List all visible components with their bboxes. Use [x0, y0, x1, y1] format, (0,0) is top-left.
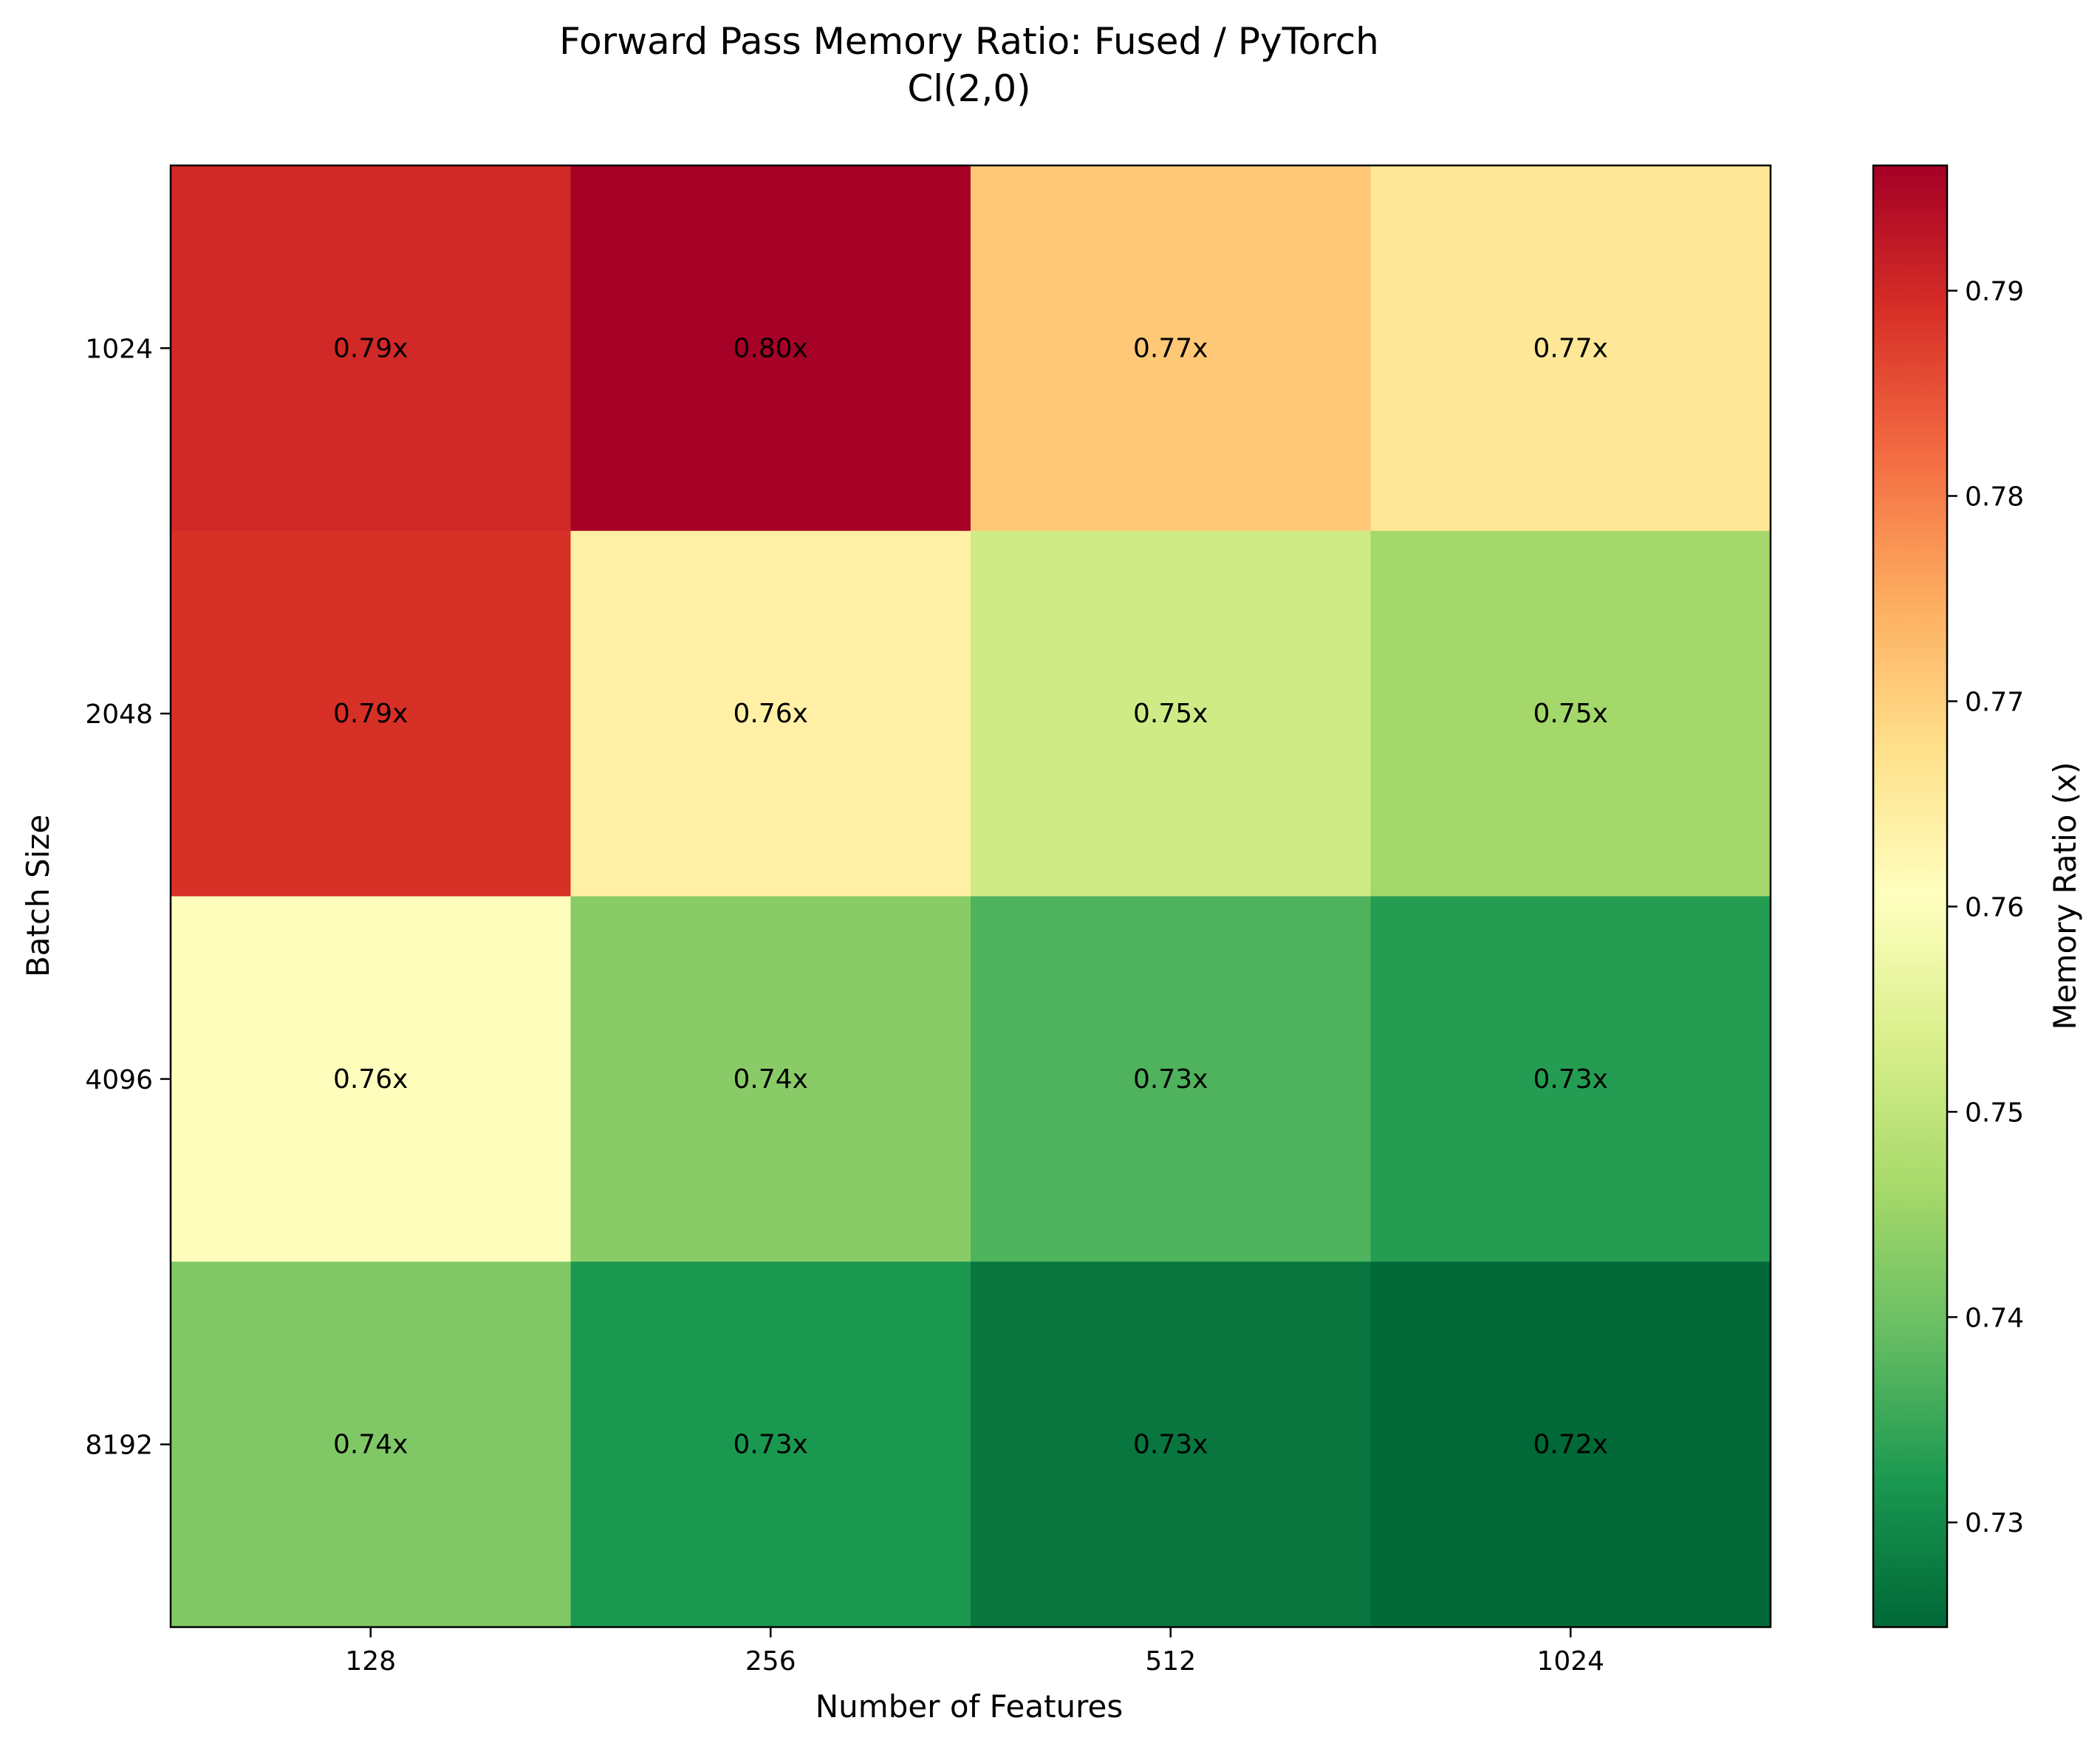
- cell-value-label: 0.75x: [1133, 699, 1208, 729]
- heatmap-cell: [570, 530, 971, 897]
- cell-value-label: 0.77x: [1133, 333, 1208, 363]
- heatmap-cell: [1370, 530, 1771, 897]
- cell-value-label: 0.79x: [333, 699, 408, 729]
- colorbar: [1872, 164, 1949, 1629]
- heatmap-cell: [171, 896, 571, 1262]
- x-axis-ticks: 128 256 512 1024: [345, 1627, 1604, 1677]
- y-tick-label: 4096: [85, 1065, 153, 1095]
- cell-value-label: 0.73x: [1533, 1064, 1608, 1095]
- heatmap-cell: [171, 530, 571, 897]
- heatmap-cell-labels: 0.79x 0.80x 0.77x 0.77x 0.79x 0.76x 0.75x 0.75x…: [333, 333, 1608, 1459]
- cell-value-label: 0.76x: [333, 1064, 408, 1095]
- x-tick-label: 128: [345, 1646, 396, 1677]
- heatmap-cell: [570, 896, 971, 1262]
- heatmap-cells: [171, 165, 1771, 1628]
- cell-value-label: 0.74x: [733, 1064, 808, 1095]
- colorbar-tick-label: 0.76: [1965, 892, 2024, 922]
- chart-title: Forward Pass Memory Ratio: Fused / PyTor…: [559, 20, 1379, 63]
- heatmap-cell: [971, 1261, 1371, 1628]
- heatmap-cell: [171, 165, 571, 532]
- heatmap-cell: [570, 165, 971, 532]
- y-tick-label: 1024: [85, 334, 153, 364]
- x-tick-label: 512: [1145, 1646, 1196, 1677]
- heatmap-cell: [1370, 1261, 1771, 1628]
- cell-value-label: 0.73x: [733, 1430, 808, 1460]
- heatmap-cell: [1370, 896, 1771, 1262]
- colorbar-tick-label: 0.79: [1965, 277, 2024, 307]
- y-tick-label: 2048: [85, 699, 153, 730]
- cell-value-label: 0.74x: [333, 1430, 408, 1460]
- y-axis-label: Batch Size: [20, 815, 56, 977]
- cell-value-label: 0.76x: [733, 699, 808, 729]
- chart-subtitle: Cl(2,0): [907, 67, 1030, 110]
- cell-value-label: 0.73x: [1133, 1430, 1208, 1460]
- x-tick-label: 256: [745, 1646, 796, 1677]
- cell-value-label: 0.72x: [1533, 1430, 1608, 1460]
- y-axis-ticks: 1024 2048 4096 8192: [85, 334, 171, 1461]
- colorbar-tick-label: 0.74: [1965, 1303, 2024, 1333]
- y-tick-label: 8192: [85, 1431, 153, 1461]
- heatmap-cell: [971, 165, 1371, 532]
- colorbar-tick-label: 0.73: [1965, 1508, 2024, 1538]
- plot-frame: [169, 164, 1772, 1629]
- heatmap-cell: [570, 1261, 971, 1628]
- colorbar-ticks: 0.73 0.74 0.75 0.76 0.77 0.78 0.79: [1947, 277, 2024, 1538]
- colorbar-tick-label: 0.78: [1965, 482, 2024, 512]
- colorbar-tick-label: 0.75: [1965, 1098, 2024, 1128]
- colorbar-tick-label: 0.77: [1965, 687, 2024, 717]
- heatmap-cell: [1370, 165, 1771, 532]
- heatmap-cell: [971, 530, 1371, 897]
- cell-value-label: 0.77x: [1533, 333, 1608, 363]
- cell-value-label: 0.79x: [333, 333, 408, 363]
- cell-value-label: 0.73x: [1133, 1064, 1208, 1095]
- colorbar-label: Memory Ratio (x): [2047, 762, 2083, 1030]
- cell-value-label: 0.80x: [733, 333, 808, 363]
- heatmap-cell: [171, 1261, 571, 1628]
- x-axis-label: Number of Features: [815, 1688, 1123, 1725]
- heatmap-cell: [971, 896, 1371, 1262]
- x-tick-label: 1024: [1536, 1646, 1604, 1677]
- cell-value-label: 0.75x: [1533, 699, 1608, 729]
